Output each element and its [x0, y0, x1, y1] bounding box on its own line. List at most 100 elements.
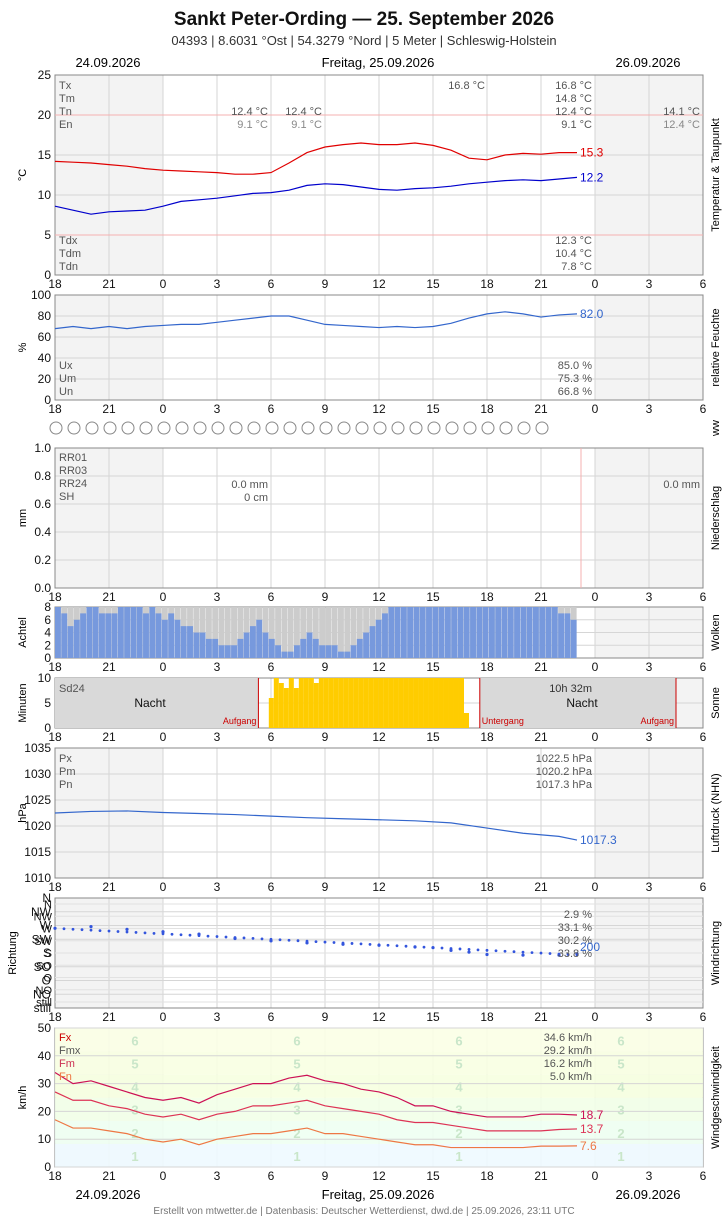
cloud-bar-bg — [356, 607, 363, 658]
sun-bar — [348, 678, 354, 728]
cloud-bar — [275, 645, 282, 658]
clouds-xtick-label: 18 — [48, 660, 62, 674]
wind-xtick-label: 6 — [268, 1169, 275, 1183]
winddir-ytick-label: N — [44, 899, 52, 911]
wind-xtick-label: 21 — [534, 1169, 548, 1183]
winddir-point — [143, 931, 147, 935]
precip-xtick-label: 12 — [372, 590, 386, 604]
pressure-series-0-end-label: 1017.3 — [580, 833, 617, 847]
winddir-point — [368, 942, 372, 946]
winddir-point — [440, 946, 444, 950]
cloud-bar-bg — [218, 607, 225, 658]
temperature-xtick-label: 18 — [480, 277, 494, 291]
winddir-point — [557, 952, 561, 956]
ww-weather-circle — [157, 421, 171, 435]
winddir-point — [458, 947, 462, 951]
sun-ytick-label: 5 — [44, 696, 51, 710]
temp-prev-tn-b: 12.4 °C — [285, 106, 322, 118]
sun-bar — [268, 698, 274, 728]
winddir-point — [575, 953, 579, 957]
date-curr-bottom: Freitag, 25.09.2026 — [322, 1187, 435, 1202]
cloud-bar — [438, 607, 445, 658]
precip-xtick-label: 21 — [534, 590, 548, 604]
winddir-point — [512, 950, 516, 954]
sun-bar — [283, 688, 289, 728]
temperature-border — [54, 74, 704, 276]
wind-ytick-label: 0 — [44, 1160, 51, 1174]
winddir-xtick-label: 21 — [102, 1010, 116, 1024]
temperature-ylabel: °C — [17, 169, 29, 181]
date-curr-top: Freitag, 25.09.2026 — [322, 55, 435, 70]
temperature-xtick-label: 0 — [592, 277, 599, 291]
cloud-bar-bg — [281, 607, 288, 658]
cloud-bar — [419, 607, 426, 658]
winddir-point — [476, 948, 480, 952]
pressure-xtick-label: 15 — [426, 880, 440, 894]
cloud-bar — [161, 619, 168, 658]
winddir-point — [521, 953, 525, 957]
temperature-xtick-label: 6 — [700, 277, 707, 291]
temperature-xtick-label: 21 — [102, 277, 116, 291]
wind-beaufort-label: 6 — [617, 1034, 624, 1049]
sun-xtick-label: 6 — [700, 730, 707, 744]
humidity-border — [54, 294, 704, 401]
pressure-side-label: Luftdruck (NHN) — [710, 773, 722, 852]
temperature-stat-label: Tdn — [59, 261, 78, 273]
wind-xtick-label: 6 — [700, 1169, 707, 1183]
sun-night-label: Nacht — [134, 696, 166, 710]
cloud-bar-bg — [237, 607, 244, 658]
precip-xtick-label: 9 — [322, 590, 329, 604]
cloud-bar — [256, 619, 263, 658]
pressure-stat-value: 1022.5 hPa — [536, 753, 593, 765]
sun-bar — [393, 678, 399, 728]
temperature-ytick-label: 0 — [44, 268, 51, 282]
cloud-bar — [514, 607, 520, 658]
wind-beaufort-label: 1 — [293, 1149, 300, 1164]
sun-bar — [323, 678, 329, 728]
wind-stat-value: 29.2 km/h — [544, 1045, 592, 1057]
cloud-bar-bg — [231, 607, 237, 658]
winddir-ytick-label: still — [34, 1001, 51, 1015]
humidity-ytick-label: 40 — [38, 351, 52, 365]
sun-bar — [388, 678, 394, 728]
cloud-bar — [382, 613, 388, 658]
wind-beaufort-label: 1 — [131, 1149, 138, 1164]
cloud-bar-bg — [319, 607, 326, 658]
temperature-xtick-label: 3 — [214, 277, 221, 291]
pressure-ytick-label: 1035 — [24, 741, 51, 755]
winddir-point — [107, 929, 111, 933]
winddir-point — [134, 931, 138, 934]
precip-ylabel: mm — [17, 509, 29, 527]
precip-stat-label: SH — [59, 491, 74, 503]
winddir-point — [62, 927, 66, 931]
cloud-bar — [224, 645, 231, 658]
ww-weather-circle — [391, 421, 405, 435]
wind-beaufort-label: 3 — [131, 1103, 138, 1118]
wind-beaufort-label: 6 — [293, 1034, 300, 1049]
ww-weather-circle — [499, 421, 513, 435]
temperature-stat-value: 9.1 °C — [561, 119, 592, 131]
wind-xtick-label: 3 — [646, 1169, 653, 1183]
cloud-bar — [388, 607, 395, 658]
humidity-stat-value: 85.0 % — [558, 360, 592, 372]
clouds-ytick-label: 2 — [44, 638, 51, 652]
cloud-bar — [413, 607, 420, 658]
sun-bar — [318, 678, 324, 728]
pressure-stat-value: 1020.2 hPa — [536, 766, 593, 778]
cloud-bar-bg — [268, 607, 275, 658]
winddir-point — [485, 948, 489, 952]
clouds-ytick-label: 0 — [44, 651, 51, 665]
precip-stat-label: RR24 — [59, 478, 87, 490]
precip-ytick-label: 0.4 — [34, 525, 51, 539]
temperature-stat-label: Tx — [59, 80, 72, 92]
pressure-xtick-label: 9 — [322, 880, 329, 894]
cloud-bar — [262, 632, 269, 658]
cloud-bar-bg — [205, 607, 212, 658]
winddir-ytick-label: W — [40, 919, 52, 933]
cloud-bar — [407, 607, 414, 658]
cloud-bar — [130, 607, 137, 658]
wind-stat-value: 34.6 km/h — [544, 1032, 592, 1044]
cloud-bar — [92, 607, 99, 658]
clouds-ylabel: Achtel — [17, 617, 29, 648]
winddir-point — [251, 936, 255, 940]
